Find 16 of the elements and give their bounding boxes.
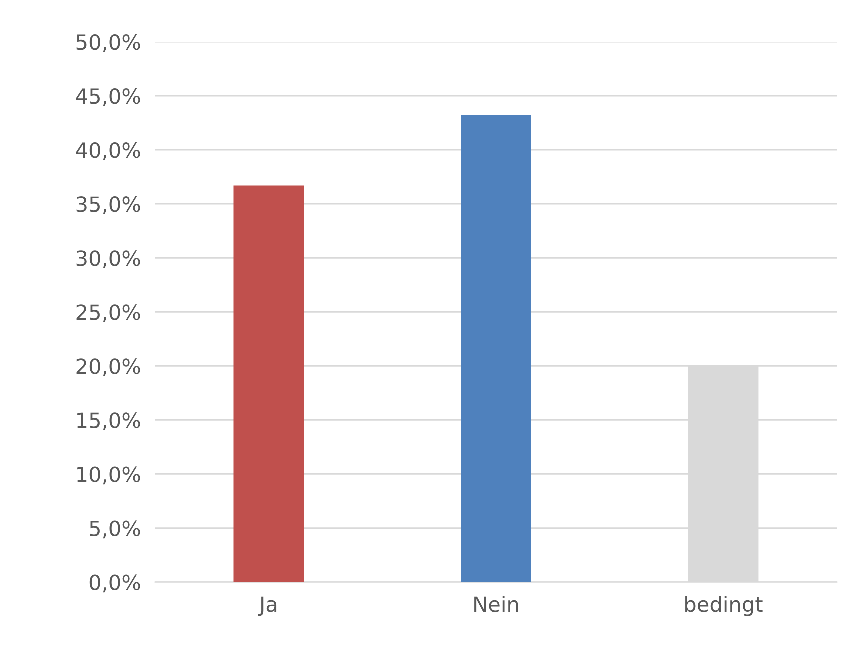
- y-tick-label: 10,0%: [78, 466, 140, 485]
- y-tick-label: 5,0%: [90, 520, 140, 539]
- y-tick-label: 45,0%: [76, 88, 140, 106]
- y-tick-label: 40,0%: [76, 142, 140, 160]
- x-tick-label: Nein: [474, 596, 518, 612]
- y-tick-label: 0,0%: [90, 574, 140, 593]
- y-tick-label: 20,0%: [76, 358, 140, 377]
- y-tick-label: 25,0%: [76, 304, 140, 322]
- x-tick-label: bedingt: [686, 596, 763, 616]
- bar: [461, 116, 532, 582]
- y-tick-label: 15,0%: [78, 412, 140, 431]
- y-tick-label: 35,0%: [76, 196, 140, 214]
- bar: [234, 186, 304, 582]
- y-tick-label: 50,0%: [76, 34, 140, 52]
- y-tick-label: 30,0%: [76, 250, 140, 268]
- x-tick-label: Ja: [258, 596, 277, 616]
